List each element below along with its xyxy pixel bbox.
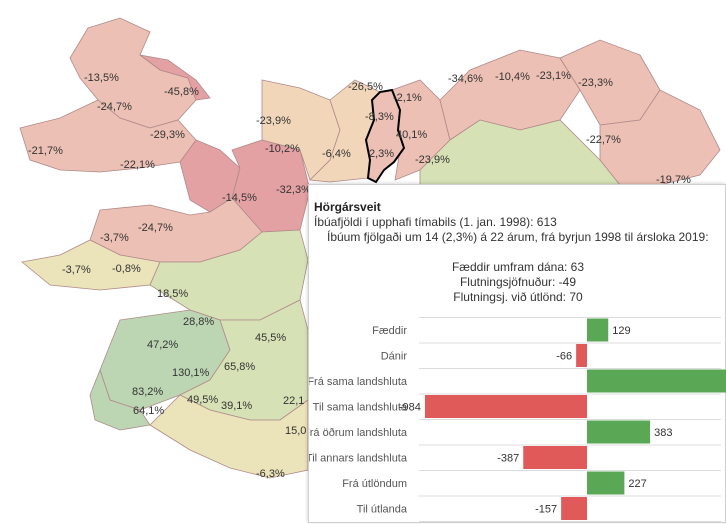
map-label: -2,1% — [393, 92, 422, 104]
map-label: -29,3% — [150, 129, 185, 141]
tooltip-summary-natural: Fæddir umfram dána: 63 — [451, 260, 585, 274]
chart-bar[interactable] — [561, 497, 587, 520]
map-label: 15,0 — [285, 425, 306, 437]
chart-value-label: 383 — [654, 427, 672, 439]
chart-bar[interactable] — [587, 420, 651, 444]
chart-value-label: -66 — [556, 351, 572, 363]
map-label: -6,3% — [256, 468, 285, 480]
map-label: -3,7% — [62, 264, 91, 276]
region-westfjords-north[interactable] — [69, 17, 197, 129]
chart-category-label: Dánir — [381, 351, 408, 363]
region-west-borgarbyggd[interactable] — [149, 229, 309, 321]
map-label: -24,7% — [97, 101, 132, 113]
map-label: -19,7% — [656, 174, 691, 186]
chart-value-label: -157 — [535, 504, 557, 516]
chart-bar[interactable] — [587, 369, 726, 393]
map-label: 2,3% — [369, 148, 394, 160]
map-label: 18,5% — [157, 288, 188, 300]
region-westfjords-isafjordur[interactable] — [139, 54, 211, 101]
chart-bar[interactable] — [424, 395, 587, 418]
region-reykjanes[interactable] — [89, 368, 151, 431]
map-label: -21,7% — [28, 145, 63, 157]
chart-category-label: Til sama landshluta — [313, 402, 408, 414]
chart-bar[interactable] — [587, 471, 625, 495]
chart-category-label: Fæddir — [372, 325, 407, 337]
region-horgarsveit-highlighted[interactable] — [364, 88, 406, 184]
chart-value-label: 129 — [612, 325, 630, 337]
region-east-fjardabyggd[interactable] — [599, 89, 721, 186]
chart-category-label: Til annars landshluta — [309, 453, 408, 465]
map-label: -3,7% — [100, 232, 129, 244]
map-label: -34,6% — [448, 73, 483, 85]
map-label: -32,3% — [276, 184, 311, 196]
map-label: -0,8% — [112, 263, 141, 275]
map-label: 130,1% — [172, 367, 210, 379]
chart-bar[interactable] — [587, 318, 609, 342]
map-label: 45,5% — [255, 332, 286, 344]
chart-category-label: Frá útlöndum — [342, 478, 407, 490]
tooltip-change: Íbúum fjölgaði um 14 (2,3%) á 22 árum, f… — [327, 230, 709, 244]
tooltip-title: Hörgársveit — [314, 200, 381, 214]
map-label: 64,1% — [133, 405, 164, 417]
chart-value-label: -387 — [497, 453, 519, 465]
chart-bar[interactable] — [576, 344, 587, 367]
map-label: -22,1% — [120, 159, 155, 171]
chart-value-label: -984 — [399, 402, 421, 414]
map-label: -13,5% — [84, 72, 119, 84]
map-label: -23,9% — [256, 115, 291, 127]
map-label: -8,3% — [365, 111, 394, 123]
map-label: -23,9% — [415, 154, 450, 166]
map-label: -10,2% — [265, 143, 300, 155]
tooltip-population: Íbúafjöldi í upphafi tímabils (1. jan. 1… — [314, 215, 557, 229]
map-label: -45,8% — [164, 86, 199, 98]
chart-bar[interactable] — [523, 446, 587, 469]
map-label: 22,1 — [283, 395, 304, 407]
map-label: -23,3% — [578, 77, 613, 89]
map-label: 40,1% — [396, 129, 427, 141]
map-label: -24,7% — [138, 222, 173, 234]
map-label: 65,8% — [224, 361, 255, 373]
chart-category-label: Til útlanda — [357, 504, 408, 516]
map-label: 49,5% — [187, 394, 218, 406]
tooltip-summary-migration: Flutningsjöfnuður: -49 — [459, 275, 577, 289]
map-label: 28,8% — [183, 316, 214, 328]
map-label: -23,1% — [536, 70, 571, 82]
chart-value-label: 227 — [628, 478, 646, 490]
municipality-tooltip: Hörgársveit Íbúafjöldi í upphafi tímabil… — [308, 184, 726, 523]
map-label: -14,5% — [222, 192, 257, 204]
chart-category-label: Frá öðrum landshluta — [309, 427, 408, 439]
map-label: -22,7% — [586, 134, 621, 146]
tooltip-summary-foreign: Flutningsj. við útlönd: 70 — [453, 290, 583, 304]
map-label: 83,2% — [132, 386, 163, 398]
map-label: -26,5% — [348, 81, 383, 93]
chart-category-label: Frá sama landshluta — [309, 376, 408, 388]
map-label: -6,4% — [322, 148, 351, 160]
map-label: 39,1% — [221, 400, 252, 412]
map-label: 47,2% — [147, 339, 178, 351]
map-label: -10,4% — [495, 71, 530, 83]
